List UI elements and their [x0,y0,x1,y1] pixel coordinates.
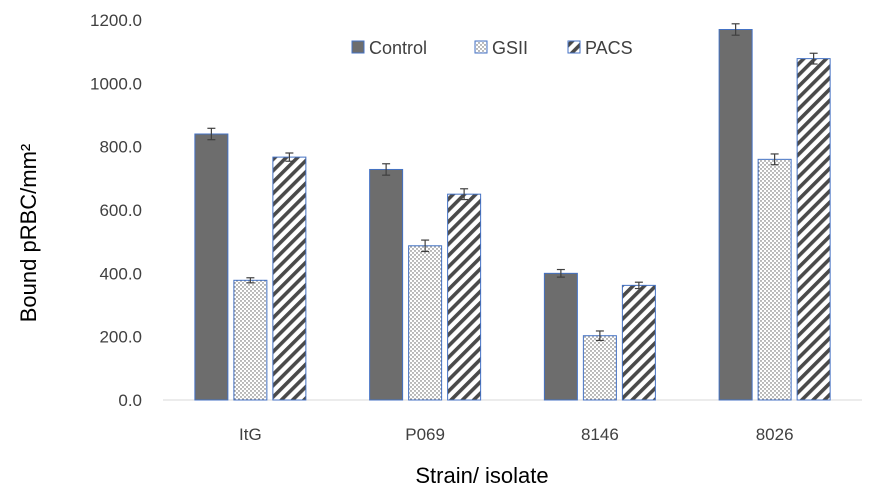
bar-pacs-p069 [447,193,482,401]
bar-control-p069 [369,168,404,401]
error-bar [460,188,469,201]
y-tick-label: 0.0 [118,391,142,410]
legend-label: GSII [492,38,528,58]
bar-control-8146 [543,272,578,401]
y-axis-title: Bound pRBC/mm² [16,144,41,323]
bar-pacs-8026 [796,58,831,401]
legend-item-pacs: PACS [567,38,633,58]
legend-swatch [474,40,488,54]
error-bar [595,330,604,342]
error-bars [207,23,818,342]
legend-swatch [351,40,365,54]
bars [194,29,831,401]
x-tick-label: P069 [405,425,445,444]
y-tick-label: 1200.0 [90,11,142,30]
error-bar [421,239,430,253]
bar-gsii-p069 [408,245,443,401]
x-axis-title: Strain/ isolate [415,463,548,488]
x-tick-label: 8026 [756,425,794,444]
bar-gsii-8146 [582,335,617,401]
error-bar [246,277,255,284]
bar-gsii-itg [233,279,268,401]
bar-gsii-8026 [757,158,792,401]
bar-pacs-itg [272,156,307,401]
x-tick-label: 8146 [581,425,619,444]
y-tick-label: 200.0 [99,328,142,347]
legend-item-gsii: GSII [474,38,528,58]
error-bar [382,163,391,176]
bar-control-itg [194,133,229,401]
bar-pacs-8146 [621,284,656,401]
y-tick-label: 800.0 [99,138,142,157]
error-bar [731,23,740,36]
bar-control-8026 [718,29,753,401]
y-axis: 0.0 200.0 400.0 600.0 800.0 1000.0 1200.0 [90,11,142,410]
error-bar [634,281,643,290]
legend-label: Control [369,38,427,58]
error-bar [207,127,216,141]
error-bar [285,152,294,162]
y-tick-label: 600.0 [99,201,142,220]
error-bar [770,153,779,166]
legend-label: PACS [585,38,633,58]
legend: Control GSII PACS [351,38,633,58]
x-tick-label: ItG [239,425,262,444]
legend-item-control: Control [351,38,427,58]
error-bar [809,52,818,65]
y-tick-label: 1000.0 [90,74,142,93]
error-bar [556,268,565,278]
legend-swatch [567,40,581,54]
y-tick-label: 400.0 [99,264,142,283]
x-axis: ItG P069 8146 8026 [163,399,862,444]
